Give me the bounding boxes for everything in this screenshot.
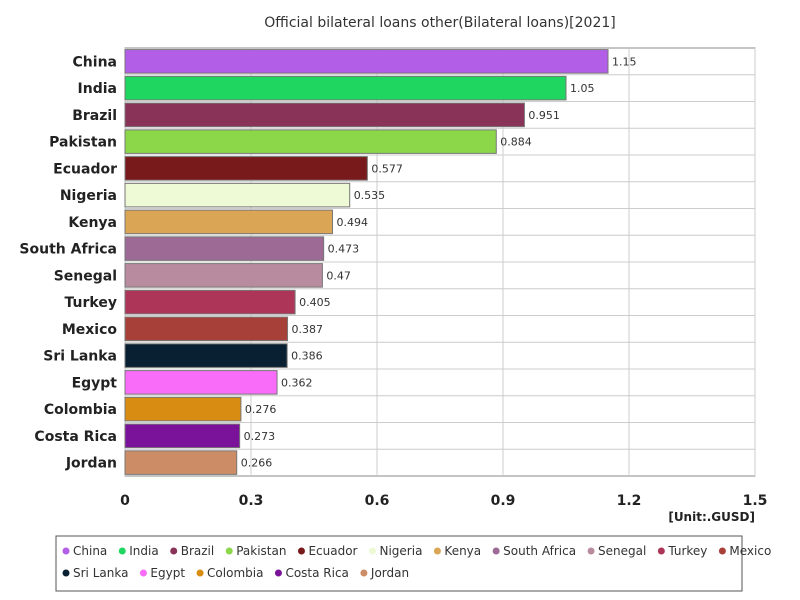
value-label: 0.276 xyxy=(245,403,276,416)
category-label: Senegal xyxy=(54,268,117,284)
legend-label: Egypt xyxy=(150,566,185,580)
category-label: Brazil xyxy=(72,108,117,124)
bar xyxy=(124,75,567,101)
category-label: South Africa xyxy=(19,242,117,258)
legend-label: China xyxy=(73,544,107,558)
bar xyxy=(124,423,241,449)
bars xyxy=(124,49,609,475)
x-tick-label: 0 xyxy=(120,493,130,509)
value-label: 0.266 xyxy=(241,457,273,470)
legend-label: Ecuador xyxy=(308,544,357,558)
legend-marker xyxy=(368,547,376,555)
bar xyxy=(124,370,278,395)
category-label: China xyxy=(73,54,117,70)
bar xyxy=(124,102,525,128)
legend-label: Sri Lanka xyxy=(73,566,128,580)
x-tick-label: 0.3 xyxy=(239,493,264,509)
category-label: Kenya xyxy=(68,215,117,231)
value-label: 1.05 xyxy=(570,82,595,95)
x-tick-label: 1.5 xyxy=(743,493,768,509)
value-label: 1.15 xyxy=(612,55,637,68)
value-label: 0.884 xyxy=(500,136,532,149)
legend-label: Mexico xyxy=(729,544,771,558)
legend-marker xyxy=(62,569,70,577)
x-tick-label: 0.9 xyxy=(491,493,516,509)
legend-marker xyxy=(62,547,70,555)
value-label: 0.386 xyxy=(291,350,323,363)
value-labels: 1.15 1.05 0.951 0.884 0.577 0.535 0.494 0.473 0.… xyxy=(241,55,637,469)
legend-label: Senegal xyxy=(598,544,646,558)
legend-label: Turkey xyxy=(667,544,707,558)
value-label: 0.494 xyxy=(336,216,368,229)
bar xyxy=(124,263,323,288)
legend-label: Colombia xyxy=(207,566,263,580)
bar xyxy=(124,316,289,342)
bar xyxy=(124,289,296,315)
legend-marker xyxy=(297,547,305,555)
category-label: Sri Lanka xyxy=(43,349,117,365)
legend-marker xyxy=(433,547,441,555)
category-label: Ecuador xyxy=(53,161,117,177)
legend-label: Nigeria xyxy=(379,544,422,558)
legend-marker xyxy=(492,547,500,555)
legend-marker xyxy=(587,547,595,555)
category-label: Mexico xyxy=(62,322,118,338)
value-label: 0.473 xyxy=(328,243,360,256)
value-label: 0.273 xyxy=(244,430,276,443)
bar xyxy=(124,343,288,368)
legend-box xyxy=(55,535,743,592)
x-tick-label: 1.2 xyxy=(617,493,642,509)
legend-label: Kenya xyxy=(444,544,481,558)
value-label: 0.535 xyxy=(354,189,386,202)
legend-label: Costa Rica xyxy=(285,566,348,580)
value-label: 0.362 xyxy=(281,376,313,389)
chart-title: Official bilateral loans other(Bilateral… xyxy=(264,15,615,31)
category-label: India xyxy=(78,81,117,97)
x-tick-label: 0.6 xyxy=(365,493,390,509)
category-label: Costa Rica xyxy=(34,429,117,445)
bar xyxy=(124,156,368,181)
value-label: 0.951 xyxy=(528,109,560,122)
category-label: Egypt xyxy=(72,375,118,391)
value-label: 0.47 xyxy=(326,269,351,282)
legend-marker xyxy=(139,569,147,577)
bar xyxy=(124,49,609,74)
category-label: Jordan xyxy=(65,456,117,472)
bar xyxy=(124,182,351,208)
legend-marker xyxy=(118,547,126,555)
legend-label: Brazil xyxy=(181,544,215,558)
legend-label: South Africa xyxy=(503,544,576,558)
category-labels: China India Brazil Pakistan Ecuador Nigeria Ke… xyxy=(19,54,117,471)
bar xyxy=(124,236,325,261)
value-label: 0.387 xyxy=(292,323,324,336)
category-label: Turkey xyxy=(65,295,117,311)
legend-marker xyxy=(170,547,178,555)
legend-label: India xyxy=(129,544,158,558)
bar xyxy=(124,396,242,422)
legend-marker xyxy=(196,569,204,577)
bar xyxy=(124,450,238,475)
bar xyxy=(124,129,497,154)
legend: China India Brazil Pakistan Ecuador Nigeria Ke… xyxy=(62,544,771,580)
category-label: Nigeria xyxy=(60,188,117,204)
legend-marker xyxy=(360,569,368,577)
legend-label: Jordan xyxy=(370,566,409,580)
bar xyxy=(124,209,333,235)
unit-label: [Unit:.GUSD] xyxy=(668,510,755,524)
category-label: Colombia xyxy=(44,402,117,418)
value-label: 0.577 xyxy=(371,162,403,175)
category-label: Pakistan xyxy=(49,135,117,151)
legend-marker xyxy=(225,547,233,555)
value-label: 0.405 xyxy=(299,296,331,309)
legend-marker xyxy=(718,547,726,555)
legend-marker xyxy=(657,547,665,555)
x-tick-labels: 0 0.3 0.6 0.9 1.2 1.5 xyxy=(120,493,767,509)
legend-marker xyxy=(274,569,282,577)
legend-label: Pakistan xyxy=(236,544,286,558)
